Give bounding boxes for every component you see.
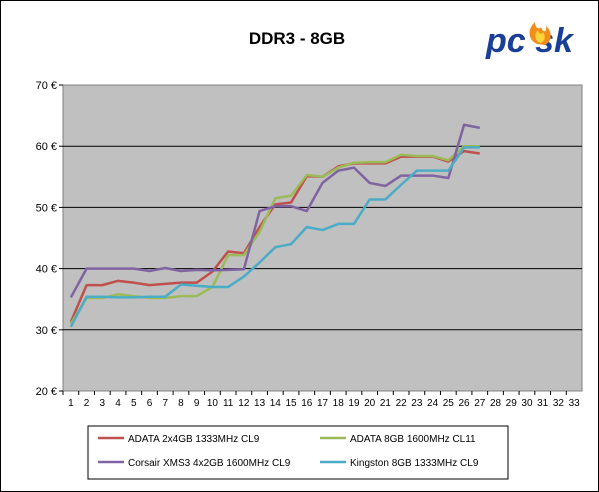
x-tick-label: 23 [411, 398, 423, 409]
x-tick-label: 31 [537, 398, 549, 409]
y-axis: 20 € 30 € 40 € 50 € 60 € 70 € [36, 80, 63, 398]
x-tick-label: 33 [569, 398, 581, 409]
x-tick-label: 28 [490, 398, 502, 409]
x-tick-label: 11 [223, 398, 234, 409]
x-tick-label: 30 [521, 398, 533, 409]
y-tick-label: 40 € [36, 264, 57, 276]
x-tick-label: 9 [194, 398, 200, 409]
x-tick-label: 24 [427, 398, 439, 409]
x-tick-label: 20 [364, 398, 376, 409]
flame-icon [529, 22, 551, 45]
x-tick-label: 25 [443, 398, 455, 409]
x-tick-label: 5 [131, 398, 137, 409]
x-tick-label: 4 [115, 398, 121, 409]
plot-area [62, 84, 583, 392]
x-tick-label: 19 [348, 398, 360, 409]
x-tick-label: 26 [458, 398, 470, 409]
x-tick-label: 12 [238, 398, 250, 409]
x-tick-label: 10 [207, 398, 219, 409]
logo: pc sk [485, 22, 575, 60]
x-tick-label: 3 [100, 398, 106, 409]
legend-box [87, 425, 509, 480]
y-tick-label: 50 € [36, 202, 57, 214]
x-tick-label: 1 [68, 398, 74, 409]
series-lines [69, 123, 481, 328]
y-tick-label: 20 € [36, 386, 57, 398]
x-tick-label: 29 [506, 398, 518, 409]
x-tick-label: 13 [254, 398, 266, 409]
x-tick-label: 8 [178, 398, 184, 409]
x-axis: 1 2 3 4 5 6 7 8 9 10 11 12 13 14 15 16 17 18 19 20 21 22 23 24 2… [62, 391, 581, 409]
x-tick-label: 32 [553, 398, 565, 409]
x-tick-label: 17 [317, 398, 329, 409]
chart-title: DDR3 - 8GB [249, 29, 345, 48]
x-tick-label: 16 [301, 398, 313, 409]
x-tick-label: 27 [474, 398, 486, 409]
x-tick-label: 22 [396, 398, 408, 409]
x-tick-label: 7 [162, 398, 168, 409]
legend-label: ADATA 2x4GB 1333MHz CL9 [128, 434, 260, 445]
y-tick-label: 30 € [36, 325, 57, 337]
gridlines [63, 145, 582, 331]
logo-text: pc sk [485, 22, 575, 60]
x-tick-label: 21 [380, 398, 392, 409]
x-tick-label: 18 [333, 398, 345, 409]
x-tick-label: 2 [84, 398, 90, 409]
series-line-4 [69, 146, 480, 328]
y-tick-label: 60 € [36, 141, 57, 153]
legend-label: Corsair XMS3 4x2GB 1600MHz CL9 [128, 458, 291, 469]
x-tick-label: 14 [270, 398, 282, 409]
legend-label: ADATA 8GB 1600MHz CL11 [350, 434, 476, 445]
x-tick-label: 6 [147, 398, 153, 409]
legend-label: Kingston 8GB 1333MHz CL9 [350, 458, 479, 469]
legend: ADATA 2x4GB 1333MHz CL9 ADATA 8GB 1600MHz… [87, 425, 509, 480]
y-tick-label: 70 € [36, 80, 57, 92]
x-tick-label: 15 [285, 398, 297, 409]
